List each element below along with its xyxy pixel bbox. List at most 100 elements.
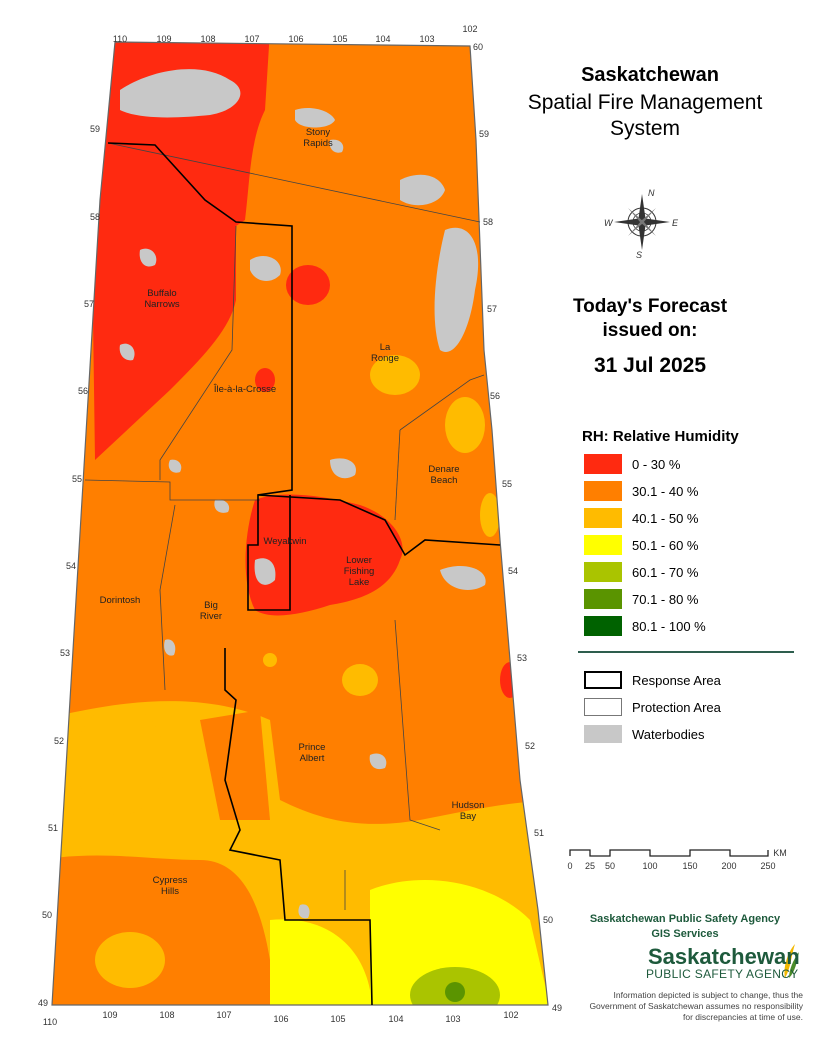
legend-label: 80.1 - 100 % [632,618,706,634]
forecast-date: 31 Jul 2025 [593,354,707,377]
map-title: Saskatchewan [581,64,719,86]
lon-bottom: 108 [159,1010,174,1020]
legend-swatch [584,481,622,501]
lon-bottom: 110 [43,1017,57,1027]
place-label: Buffalo Narrows [144,288,180,310]
legend-label: 60.1 - 70 % [632,564,699,580]
lon-top: 105 [332,34,347,44]
forecast-heading: Today's Forecast [572,296,728,317]
forecast-issued: issued on: [602,320,698,341]
lon-top: 103 [419,34,434,44]
legend-label: 0 - 30 % [632,456,681,472]
lon-bottom: 102 [503,1010,518,1020]
legend-label: Waterbodies [632,726,705,742]
place-label: Stony Rapids [303,127,333,149]
legend-swatch [584,508,622,528]
lon-top: 110 [113,34,127,44]
compass-s: S [636,250,642,260]
latitude-labels-left: 59 58 57 56 55 54 53 52 51 50 49 [38,124,100,1008]
lat-right: 55 [502,479,512,489]
lon-bottom: 106 [273,1014,288,1024]
agency-name: Saskatchewan Public Safety Agency [589,913,781,925]
scale-tick: 25 [585,861,595,871]
place-label: La Ronge [371,342,399,364]
legend-class-row: 50.1 - 60 % [584,535,699,555]
logo-sub-text: PUBLIC SAFETY AGENCY [646,967,799,981]
disclaimer: Information depicted is subject to chang… [589,990,803,1022]
longitude-labels-top: 110 109 108 107 106 105 104 103 102 [113,24,478,44]
lat-left: 50 [42,910,52,920]
lon-bottom: 103 [445,1014,460,1024]
legend-protection-area: Protection Area [584,697,721,717]
place-label: Prince Albert [299,742,326,764]
lon-bottom: 107 [216,1010,231,1020]
lon-top: 102 [462,24,477,34]
lon-bottom: 104 [388,1014,403,1024]
spsa-logo-icon [784,944,799,978]
lat-left: 59 [90,124,100,134]
lat-left: 58 [90,212,100,222]
map-subtitle: Spatial Fire Management System [505,90,785,142]
lat-right: 58 [483,217,493,227]
legend-label: Protection Area [632,699,721,715]
lon-bottom: 105 [330,1014,345,1024]
scale-bar: 0 25 50 100 150 200 250 KM [567,848,786,871]
lon-top: 104 [375,34,390,44]
lat-right: 51 [534,828,544,838]
lat-left: 49 [38,998,48,1008]
lat-right: 53 [517,653,527,663]
scale-tick: 200 [721,861,736,871]
subtitle-line: Spatial Fire Management [527,91,763,114]
legend-class-row: 0 - 30 % [584,454,680,474]
legend-label: 50.1 - 60 % [632,537,699,553]
lat-right: 49 [552,1003,562,1013]
lat-left: 51 [48,823,58,833]
place-label: Lower Fishing Lake [344,555,375,588]
agency-dept: GIS Services [651,928,719,940]
legend-swatch [584,535,622,555]
legend-label: 30.1 - 40 % [632,483,699,499]
legend-class-row: 60.1 - 70 % [584,562,699,582]
scale-tick: 0 [567,861,572,871]
compass-e: E [672,218,679,228]
lon-top: 109 [156,34,171,44]
logo-main-text: Saskatchewan [648,944,800,969]
place-label: Dorintosh [100,595,141,606]
legend-response-area: Response Area [584,670,721,690]
legend-swatch [584,562,622,582]
latitude-labels-right: 60 59 58 57 56 55 54 53 52 51 50 49 [473,42,562,1013]
lat-right: 57 [487,304,497,314]
scale-unit: KM [773,848,787,858]
legend-label: 70.1 - 80 % [632,591,699,607]
scale-tick: 250 [760,861,775,871]
lat-right: 54 [508,566,518,576]
lon-bottom: 109 [102,1010,117,1020]
legend-label: 40.1 - 50 % [632,510,699,526]
lat-left: 54 [66,561,76,571]
subtitle-line: System [609,117,680,140]
response-area-swatch [584,671,622,689]
waterbodies-swatch [584,725,622,743]
lat-right: 60 [473,42,483,52]
lat-left: 57 [84,299,94,309]
lat-right: 50 [543,915,553,925]
lon-top: 107 [244,34,259,44]
response-area-lines [107,142,501,1006]
legend-class-row: 70.1 - 80 % [584,589,699,609]
place-label: Weyakwin [263,536,306,547]
scale-tick: 100 [642,861,657,871]
place-label: Hudson Bay [452,800,485,822]
legend-swatch [584,589,622,609]
legend-class-row: 80.1 - 100 % [584,616,706,636]
lat-right: 56 [490,391,500,401]
lon-top: 106 [288,34,303,44]
legend-class-row: 40.1 - 50 % [584,508,699,528]
compass-rose-icon: N S E W [604,188,679,260]
lat-left: 53 [60,648,70,658]
legend-swatch [584,454,622,474]
legend-label: Response Area [632,672,721,688]
lat-right: 59 [479,129,489,139]
legend-class-row: 30.1 - 40 % [584,481,699,501]
legend-waterbodies: Waterbodies [584,724,705,744]
